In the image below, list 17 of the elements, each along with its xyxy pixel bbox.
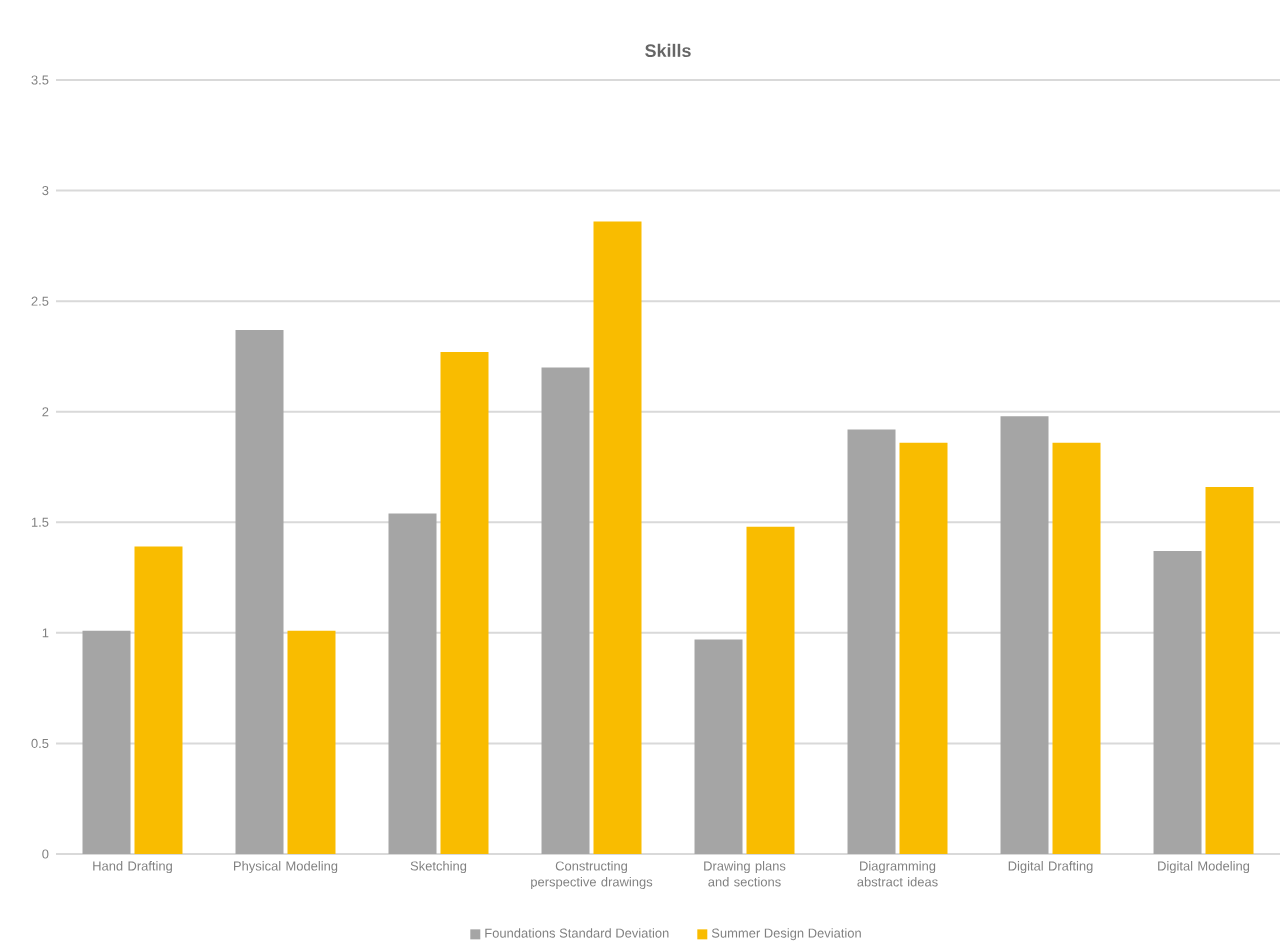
- bar: [899, 442, 948, 854]
- bar: [1205, 486, 1254, 854]
- bar: [541, 367, 590, 854]
- bar: [388, 513, 437, 854]
- bar: [1000, 416, 1049, 854]
- bar: [82, 630, 131, 854]
- bar: [134, 546, 183, 854]
- chart-title: Skills: [645, 43, 691, 58]
- bar: [593, 221, 642, 854]
- bar: [235, 329, 284, 854]
- bar: [440, 352, 489, 854]
- bar: [847, 429, 896, 854]
- bar: [694, 639, 743, 854]
- bar: [1153, 551, 1202, 854]
- bar: [746, 526, 795, 854]
- bar: [1052, 442, 1101, 854]
- bar: [287, 630, 336, 854]
